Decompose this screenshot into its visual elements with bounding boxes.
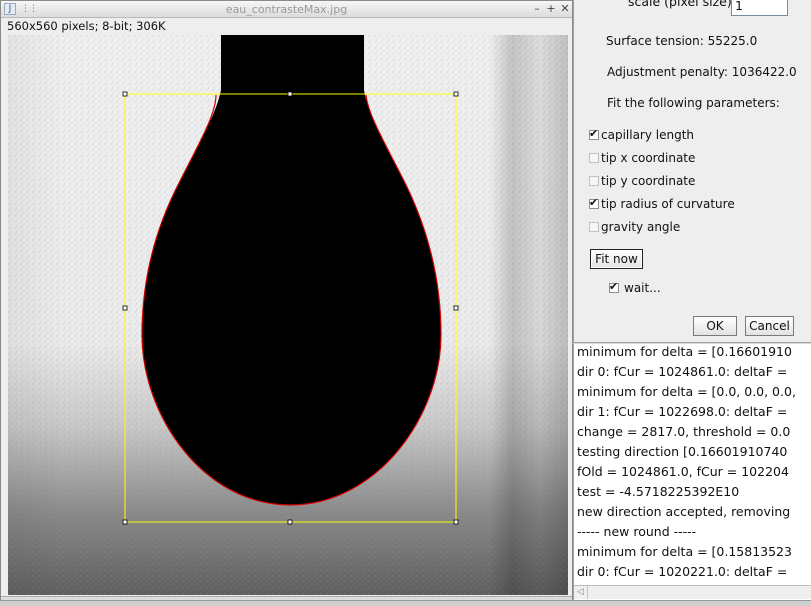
log-line: dir 0: fCur = 1020221.0: deltaF = (577, 564, 788, 579)
param-label: gravity angle (601, 220, 681, 234)
roi-handles[interactable] (122, 91, 459, 525)
checkbox-icon[interactable] (589, 222, 599, 232)
param-gravity-angle[interactable]: gravity angle (589, 219, 680, 235)
param-capillary-length[interactable]: capillary length (589, 127, 694, 143)
log-line: testing direction [0.16601910740 (577, 444, 788, 459)
image-info: 560x560 pixels; 8-bit; 306K (7, 19, 166, 33)
cancel-button[interactable]: Cancel (745, 316, 794, 336)
log-line: change = 2817.0, threshold = 0.0 (577, 424, 791, 439)
desktop-bottom-strip (0, 600, 811, 606)
checkbox-icon[interactable] (589, 153, 599, 163)
wait-label: wait... (624, 281, 661, 295)
image-window: J ⋮⋮ eau_contrasteMax.jpg – + ✕ 560x560 … (0, 0, 573, 601)
surface-tension-text: Surface tension: 55225.0 (606, 34, 758, 48)
checkbox-icon[interactable] (589, 176, 599, 186)
java-cup-icon: J (4, 3, 16, 15)
fitted-contour (141, 94, 442, 506)
fit-parameters-label: Fit the following parameters: (607, 96, 780, 110)
log-line: ----- new round ----- (577, 524, 697, 539)
log-line: test = -4.5718225392E10 (577, 484, 740, 499)
scroll-left-icon[interactable]: ◁ (574, 586, 588, 599)
close-button[interactable]: ✕ (560, 2, 570, 15)
param-label: tip x coordinate (601, 151, 696, 165)
param-label: capillary length (601, 128, 695, 142)
minimize-button[interactable]: – (534, 2, 540, 15)
log-horizontal-scrollbar[interactable]: ◁ (574, 585, 811, 599)
log-line: minimum for delta = [0.15813523 (577, 544, 792, 559)
image-titlebar[interactable]: J ⋮⋮ eau_contrasteMax.jpg – + ✕ (1, 1, 572, 18)
adjustment-penalty-text: Adjustment penalty: 1036422.0 (607, 65, 797, 79)
wait-option[interactable]: wait... (609, 280, 661, 296)
fit-now-button[interactable]: Fit now (590, 249, 643, 269)
scale-label: scale (pixel size) (628, 0, 732, 9)
log-line: minimum for delta = [0.0, 0.0, 0.0, (577, 384, 796, 399)
log-line: fOld = 1024861.0, fCur = 102204 (577, 464, 789, 479)
param-tip-radius[interactable]: tip radius of curvature (589, 196, 735, 212)
log-line: dir 1: fCur = 1022698.0: deltaF = (577, 404, 788, 419)
checkbox-icon[interactable] (589, 196, 599, 209)
image-canvas[interactable] (8, 35, 568, 595)
drop-image[interactable] (8, 35, 568, 595)
log-window[interactable]: minimum for delta = [0.16601910 dir 0: f… (573, 344, 811, 606)
checkbox-icon[interactable] (589, 127, 599, 140)
fit-dialog: scale (pixel size) Surface tension: 5522… (573, 0, 811, 343)
window-title: eau_contrasteMax.jpg (225, 3, 348, 16)
log-line: dir 0: fCur = 1024861.0: deltaF = (577, 364, 788, 379)
grip-icon[interactable]: ⋮⋮ (21, 4, 38, 14)
scale-input[interactable] (731, 0, 788, 16)
log-line: minimum for delta = [0.16601910 (577, 344, 792, 359)
param-tip-y[interactable]: tip y coordinate (589, 173, 695, 189)
ok-button[interactable]: OK (693, 316, 737, 336)
param-label: tip y coordinate (601, 174, 696, 188)
maximize-button[interactable]: + (546, 2, 556, 15)
log-line: new direction accepted, removing (577, 504, 791, 519)
param-tip-x[interactable]: tip x coordinate (589, 150, 695, 166)
param-label: tip radius of curvature (601, 197, 735, 211)
drop-shape (142, 35, 441, 505)
checkbox-icon[interactable] (609, 280, 619, 293)
image-window-bottom-edge (1, 596, 572, 601)
